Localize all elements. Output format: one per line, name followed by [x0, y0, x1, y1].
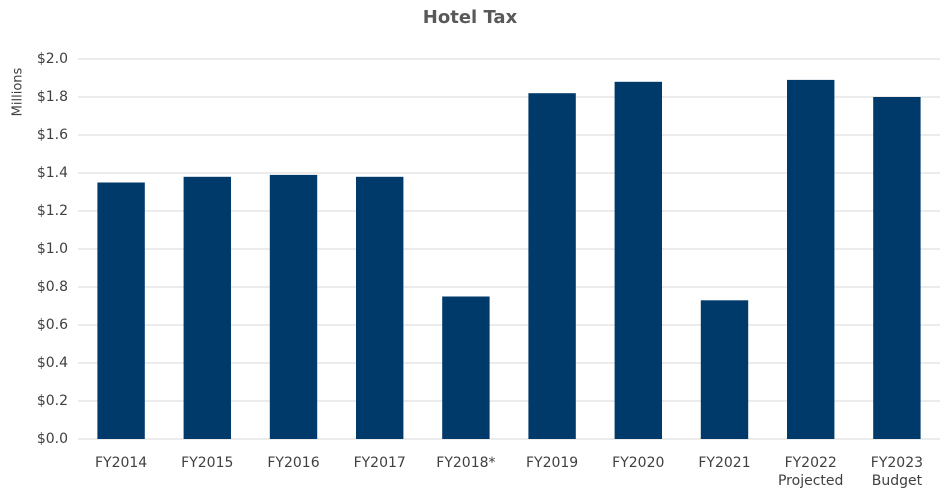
- x-tick-label: FY2014: [95, 455, 147, 471]
- x-tick-label: FY2018*: [436, 455, 495, 471]
- chart-title: Hotel Tax: [423, 7, 518, 28]
- bar: [528, 93, 576, 439]
- y-tick-label: $0.2: [37, 393, 68, 409]
- y-tick-label: $0.0: [37, 431, 68, 447]
- bar: [700, 300, 749, 439]
- y-tick-label: $0.6: [37, 317, 68, 333]
- x-tick-label: FY2020: [612, 455, 664, 471]
- y-tick-label: $1.6: [37, 127, 68, 143]
- y-tick-label: $0.4: [37, 355, 68, 371]
- x-tick-label: Projected: [778, 473, 843, 489]
- y-tick-label: $1.2: [37, 203, 68, 219]
- x-tick-label: FY2016: [267, 455, 319, 471]
- y-tick-label: $1.4: [37, 165, 68, 181]
- y-tick-label: $1.0: [37, 241, 68, 257]
- bar: [97, 182, 145, 439]
- bar: [442, 296, 490, 439]
- bar: [786, 79, 835, 440]
- bar: [873, 97, 921, 439]
- x-tick-label: FY2023: [871, 455, 923, 471]
- bar: [614, 81, 663, 440]
- bar: [355, 176, 404, 440]
- x-tick-label: FY2021: [698, 455, 750, 471]
- x-tick-label: FY2019: [526, 455, 578, 471]
- y-tick-label: $1.8: [37, 89, 68, 105]
- bar: [183, 176, 232, 440]
- bar: [269, 174, 318, 439]
- y-axis-label: Millions: [11, 67, 26, 116]
- y-tick-label: $2.0: [37, 51, 68, 67]
- x-tick-label: FY2022: [785, 455, 837, 471]
- y-tick-label: $0.8: [37, 279, 68, 295]
- x-tick-label: Budget: [872, 473, 923, 489]
- x-tick-label: FY2017: [354, 455, 406, 471]
- x-tick-label: FY2015: [181, 455, 233, 471]
